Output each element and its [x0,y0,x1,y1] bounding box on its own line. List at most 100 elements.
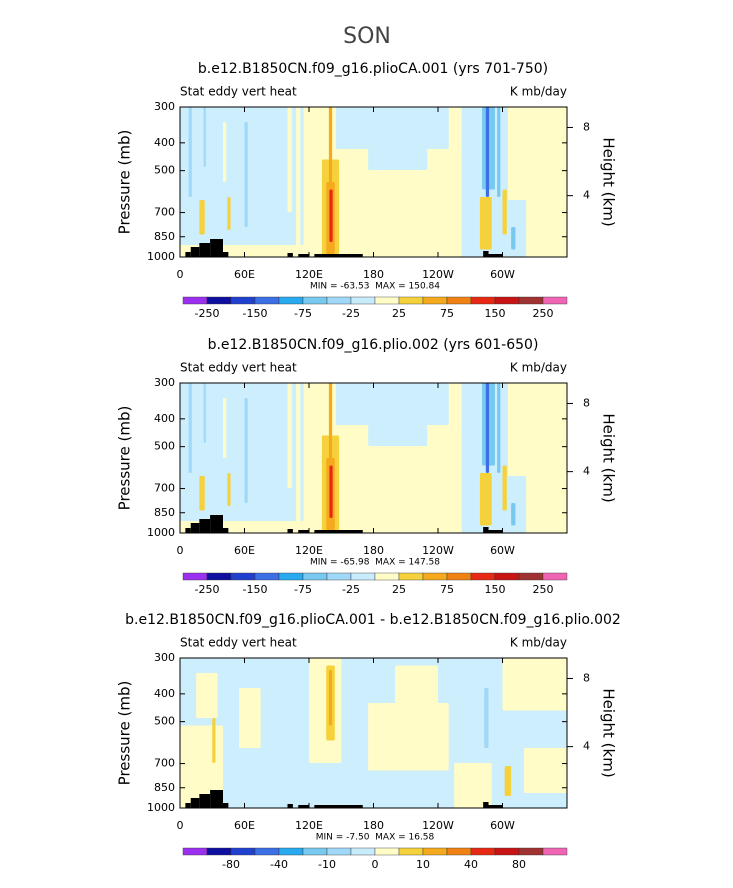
y-tick-label: 500 [154,715,175,728]
terrain [185,803,191,808]
contour-region [328,670,333,726]
contour-region [296,107,301,257]
contour-region [502,658,567,711]
colorbar-tick-label: -25 [342,583,360,596]
contour-region [287,383,292,488]
contour-region [203,383,206,443]
colorbar-swatch [182,572,208,581]
colorbar-swatch [470,847,496,856]
contour-region [329,465,333,518]
stats: MIN = -7.50 MAX = 16.58 [316,833,435,843]
contour-region [196,673,218,718]
y2-tick-label: 4 [583,465,590,478]
contour-region [244,122,248,227]
colorbar-tick-label: -150 [243,583,268,596]
y-tick-label: 300 [154,376,175,389]
x-tick-label: 120W [422,268,454,281]
contour-region [485,383,490,473]
y-tick-label: 700 [154,206,175,219]
contour-region [329,189,333,242]
figure-title: SON [343,24,391,49]
x-tick-label: 120E [295,268,323,281]
x-tick-label: 60W [490,268,515,281]
colorbar-swatch [182,296,208,305]
y-tick-label: 300 [154,651,175,664]
terrain [199,794,211,808]
terrain [190,247,200,257]
y-tick-label: 500 [154,440,175,453]
contour-region [223,398,227,458]
colorbar-swatch [446,847,472,856]
colorbar-swatch [230,296,256,305]
y2-tick-label: 8 [583,120,590,133]
colorbar-swatch [422,296,448,305]
terrain [488,530,503,533]
colorbar-tick-label: 10 [416,858,430,871]
contour-region [368,425,428,446]
contour-region [223,122,227,182]
y2-axis-title: Height (km) [600,688,618,777]
colorbar-swatch [230,847,256,856]
y-tick-label: 850 [154,506,175,519]
contour-region [188,107,192,197]
y-tick-label: 400 [154,136,175,149]
contour-region [239,688,261,748]
contour-region [227,473,231,506]
colorbar-tick-label: 75 [440,583,454,596]
colorbar-swatch [350,847,376,856]
colorbar-swatch [374,572,400,581]
colorbar-tick-label: -150 [243,307,268,320]
colorbar-swatch [398,296,424,305]
contour-region [287,107,292,212]
terrain [298,805,309,808]
x-tick-label: 180 [363,819,384,832]
colorbar-tick-label: 150 [485,307,506,320]
colorbar-tick-label: 250 [533,583,554,596]
terrain [488,254,503,257]
colorbar-swatch [542,296,568,305]
left-label: Stat eddy vert heat [180,361,297,375]
colorbar-swatch [494,847,520,856]
contour-region [180,107,304,245]
x-tick-label: 0 [177,544,184,557]
colorbar-tick-label: 0 [372,858,379,871]
terrain [190,523,200,533]
terrain [483,527,489,533]
colorbar-tick-label: 25 [392,583,406,596]
colorbar-tick-label: -75 [294,583,312,596]
colorbar-swatch [254,296,280,305]
colorbar-swatch [470,572,496,581]
panel-title: b.e12.B1850CN.f09_g16.plio.002 (yrs 601-… [208,337,539,353]
terrain [314,530,363,533]
colorbar-swatch [326,572,352,581]
x-tick-label: 60W [490,544,515,557]
y2-tick-label: 8 [583,396,590,409]
terrain [287,253,293,257]
x-tick-label: 120E [295,819,323,832]
y-tick-label: 1000 [147,250,175,263]
colorbar-tick-label: -25 [342,307,360,320]
colorbar-swatch [278,572,304,581]
colorbar-swatch [542,847,568,856]
colorbar-swatch [398,572,424,581]
contour-region [244,398,248,503]
panel-title: b.e12.B1850CN.f09_g16.plioCA.001 - b.e12… [125,612,621,628]
contour-region [199,200,205,235]
terrain [210,790,223,808]
colorbar-swatch [518,296,544,305]
colorbar-tick-label: -250 [195,583,220,596]
contour-region [497,383,501,473]
terrain [190,798,200,808]
contour-region [511,503,516,526]
contour-region [368,149,428,170]
colorbar-swatch [302,572,328,581]
x-tick-label: 120W [422,819,454,832]
y-tick-label: 850 [154,230,175,243]
contour-region [497,107,501,197]
x-tick-label: 120E [295,544,323,557]
colorbar-swatch [446,572,472,581]
contour-region [479,197,492,250]
y-tick-label: 400 [154,412,175,425]
terrain [185,528,191,533]
colorbar-swatch [398,847,424,856]
